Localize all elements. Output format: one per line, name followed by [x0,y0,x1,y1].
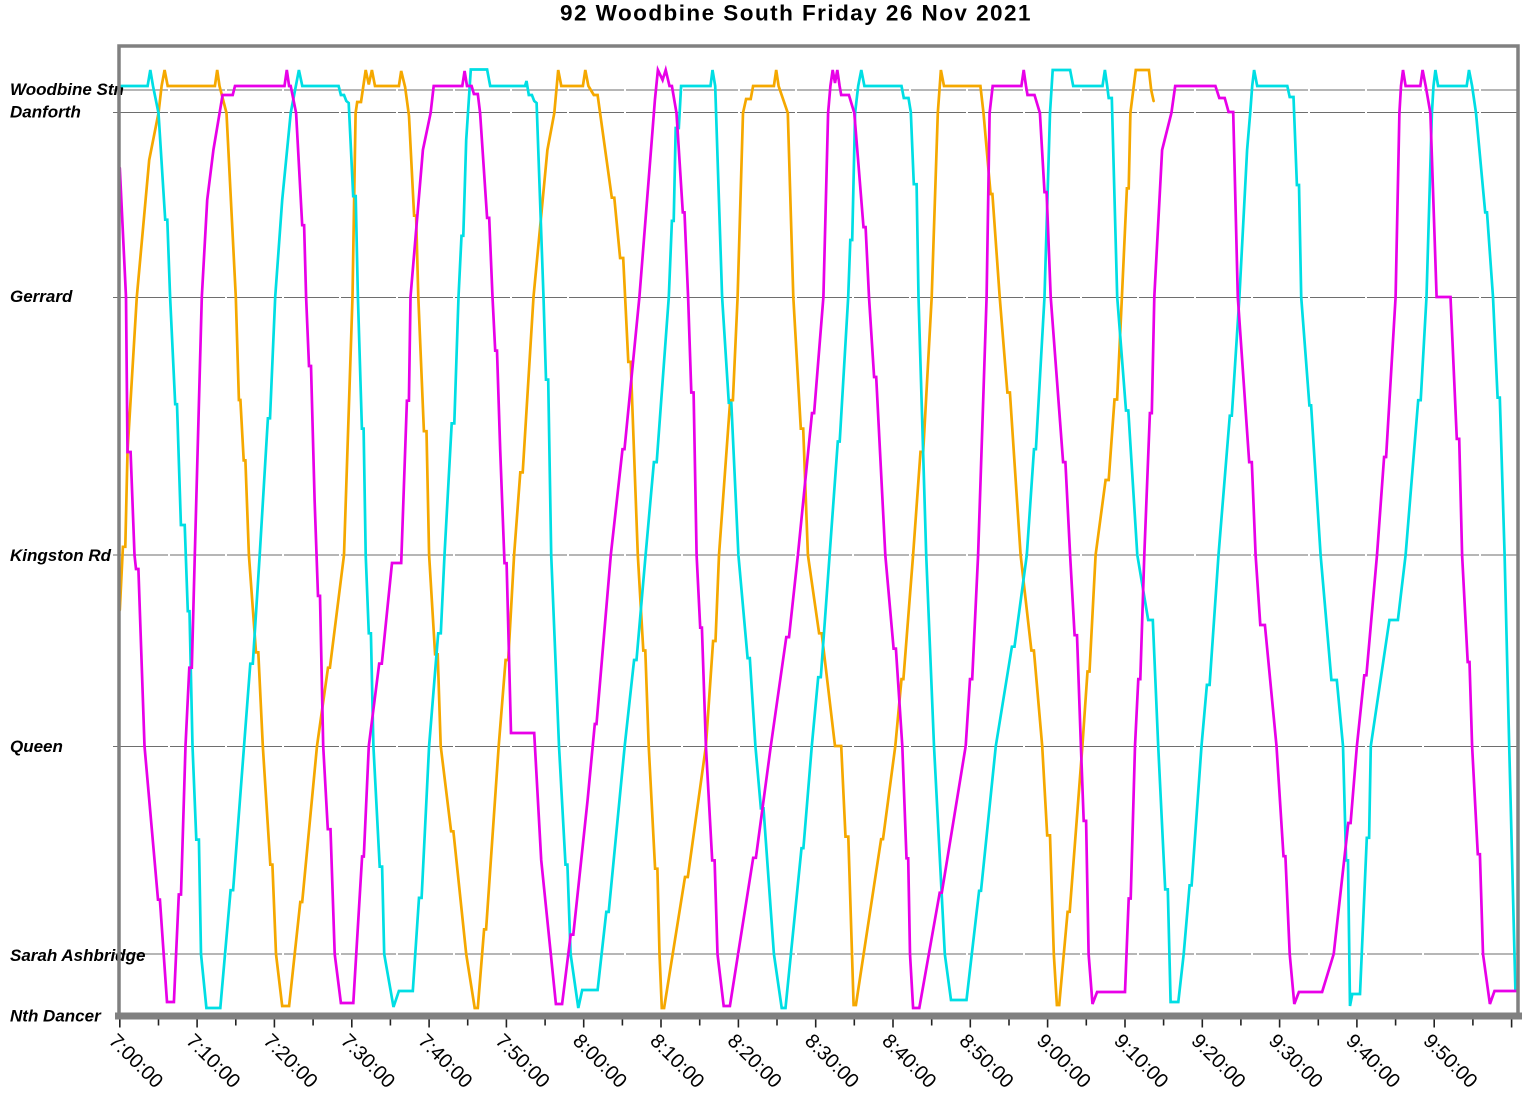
svg-text:Woodbine Stn: Woodbine Stn [10,80,124,99]
svg-text:Danforth: Danforth [10,103,81,122]
svg-text:Queen: Queen [10,737,63,756]
svg-text:Nth Dancer: Nth Dancer [10,1007,102,1026]
svg-text:Sarah Ashbridge: Sarah Ashbridge [10,946,145,965]
svg-text:Gerrard: Gerrard [10,287,73,306]
svg-text:Kingston Rd: Kingston Rd [10,546,112,565]
svg-text:92 Woodbine South Friday 26 No: 92 Woodbine South Friday 26 Nov 2021 [560,1,1032,26]
